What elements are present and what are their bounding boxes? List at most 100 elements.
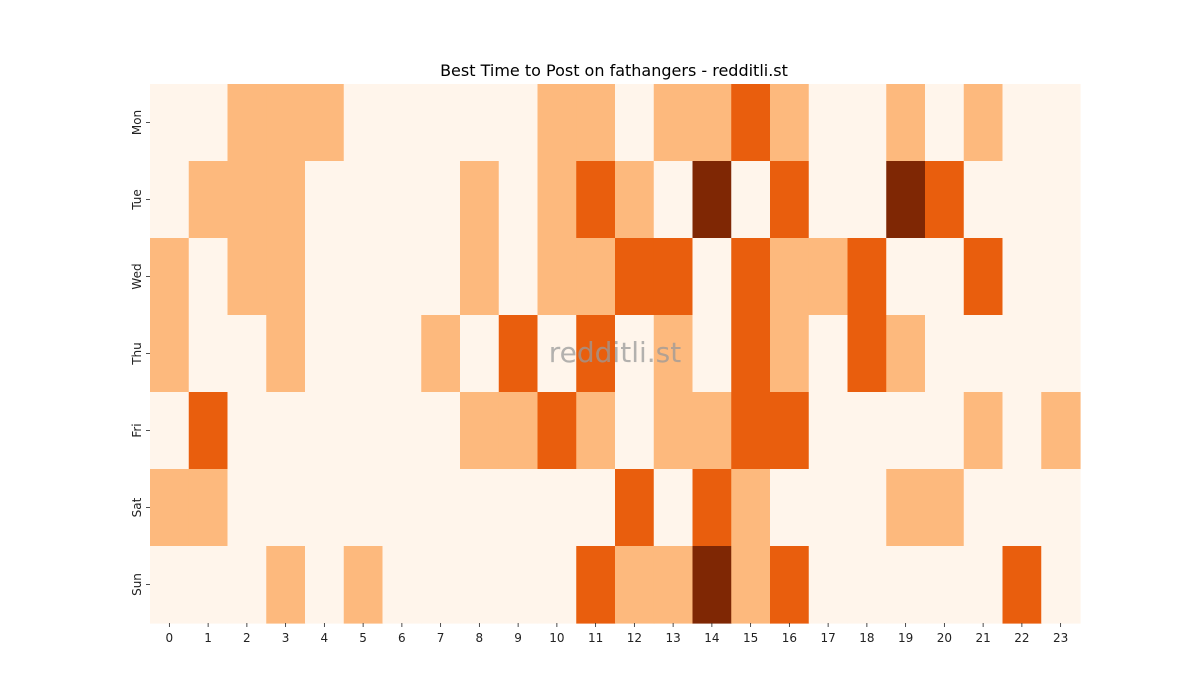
heatmap-cell-wed-8 bbox=[460, 238, 500, 316]
heatmap-cell-sat-11 bbox=[576, 469, 616, 547]
heatmap-cell-sat-14 bbox=[692, 469, 732, 547]
heatmap-cell-wed-13 bbox=[653, 238, 694, 316]
heatmap-cell-wed-16 bbox=[770, 238, 810, 316]
heatmap-cell-wed-12 bbox=[615, 238, 655, 316]
heatmap-cell-sat-22 bbox=[1002, 469, 1042, 547]
heatmap-cell-tue-6 bbox=[382, 161, 422, 239]
heatmap-cell-thu-12 bbox=[615, 315, 655, 393]
heatmap-cell-sat-1 bbox=[188, 469, 229, 547]
heatmap-cell-tue-4 bbox=[305, 161, 345, 239]
heatmap-cell-sun-18 bbox=[847, 546, 887, 624]
heatmap-cell-mon-21 bbox=[963, 84, 1004, 162]
x-tick-label-1: 1 bbox=[204, 631, 212, 645]
heatmap-cell-sun-5 bbox=[343, 546, 384, 624]
heatmap-cell-mon-17 bbox=[808, 84, 849, 162]
heatmap-cell-thu-17 bbox=[808, 315, 849, 393]
heatmap-cell-wed-3 bbox=[266, 238, 306, 316]
heatmap-cell-sat-23 bbox=[1041, 469, 1081, 547]
heatmap-cell-sat-21 bbox=[963, 469, 1004, 547]
heatmap-cell-mon-9 bbox=[498, 84, 539, 162]
heatmap-cell-wed-9 bbox=[498, 238, 539, 316]
heatmap-cell-thu-8 bbox=[460, 315, 500, 393]
heatmap-cell-mon-1 bbox=[188, 84, 229, 162]
heatmap-cell-sun-19 bbox=[886, 546, 926, 624]
heatmap-cell-fri-20 bbox=[925, 392, 965, 470]
heatmap-cell-sun-15 bbox=[731, 546, 771, 624]
heatmap-cell-thu-2 bbox=[227, 315, 267, 393]
x-tick-label-22: 22 bbox=[1014, 631, 1029, 645]
heatmap-cell-sun-4 bbox=[305, 546, 345, 624]
heatmap-cell-wed-22 bbox=[1002, 238, 1042, 316]
heatmap-cell-tue-16 bbox=[770, 161, 810, 239]
heatmap-cell-mon-10 bbox=[537, 84, 577, 162]
heatmap-cell-mon-4 bbox=[305, 84, 345, 162]
heatmap-cell-sat-17 bbox=[808, 469, 849, 547]
y-tick-label-sun: Sun bbox=[130, 573, 144, 596]
heatmap-cell-tue-21 bbox=[963, 161, 1004, 239]
heatmap-cell-sun-1 bbox=[188, 546, 229, 624]
heatmap-cell-fri-6 bbox=[382, 392, 422, 470]
heatmap-cell-tue-19 bbox=[886, 161, 926, 239]
heatmap-cell-tue-13 bbox=[653, 161, 694, 239]
heatmap-cell-wed-0 bbox=[150, 238, 190, 316]
heatmap-cell-mon-20 bbox=[925, 84, 965, 162]
heatmap-cell-fri-18 bbox=[847, 392, 887, 470]
heatmap-cell-wed-23 bbox=[1041, 238, 1081, 316]
heatmap-cell-sun-3 bbox=[266, 546, 306, 624]
y-tick-label-wed: Wed bbox=[130, 263, 144, 289]
x-tick-label-21: 21 bbox=[975, 631, 990, 645]
heatmap-cell-wed-4 bbox=[305, 238, 345, 316]
heatmap-cell-fri-22 bbox=[1002, 392, 1042, 470]
heatmap-cell-tue-15 bbox=[731, 161, 771, 239]
heatmap-cell-thu-10 bbox=[537, 315, 577, 393]
x-tick-label-16: 16 bbox=[782, 631, 797, 645]
heatmap-cell-sat-20 bbox=[925, 469, 965, 547]
heatmap-cell-fri-10 bbox=[537, 392, 577, 470]
heatmap-cell-mon-23 bbox=[1041, 84, 1081, 162]
x-tick-label-5: 5 bbox=[359, 631, 367, 645]
heatmap-cell-sat-3 bbox=[266, 469, 306, 547]
heatmap-cell-sun-8 bbox=[460, 546, 500, 624]
heatmap-cell-sun-2 bbox=[227, 546, 267, 624]
x-tick-label-2: 2 bbox=[243, 631, 251, 645]
heatmap-cell-tue-5 bbox=[343, 161, 384, 239]
heatmap-cell-fri-21 bbox=[963, 392, 1004, 470]
watermark: redditli.st bbox=[549, 336, 681, 369]
heatmap-cell-thu-14 bbox=[692, 315, 732, 393]
heatmap-cell-fri-19 bbox=[886, 392, 926, 470]
heatmap-cell-fri-15 bbox=[731, 392, 771, 470]
heatmap-cell-mon-6 bbox=[382, 84, 422, 162]
heatmap-cell-fri-12 bbox=[615, 392, 655, 470]
heatmap-cell-fri-11 bbox=[576, 392, 616, 470]
heatmap-cell-fri-4 bbox=[305, 392, 345, 470]
heatmap-cell-sun-6 bbox=[382, 546, 422, 624]
heatmap-cell-fri-8 bbox=[460, 392, 500, 470]
heatmap-cell-mon-14 bbox=[692, 84, 732, 162]
heatmap-cell-tue-1 bbox=[188, 161, 229, 239]
heatmap-cell-fri-16 bbox=[770, 392, 810, 470]
heatmap-cell-sat-4 bbox=[305, 469, 345, 547]
heatmap-cell-thu-6 bbox=[382, 315, 422, 393]
heatmap-cell-sat-12 bbox=[615, 469, 655, 547]
heatmap-cell-mon-0 bbox=[150, 84, 190, 162]
heatmap-cell-wed-6 bbox=[382, 238, 422, 316]
heatmap-cell-thu-15 bbox=[731, 315, 771, 393]
heatmap-cell-sun-14 bbox=[692, 546, 732, 624]
y-tick-label-tue: Tue bbox=[130, 189, 144, 211]
heatmap-cell-thu-1 bbox=[188, 315, 229, 393]
heatmap-cell-thu-20 bbox=[925, 315, 965, 393]
x-tick-label-19: 19 bbox=[898, 631, 913, 645]
heatmap-cell-mon-11 bbox=[576, 84, 616, 162]
heatmap-cell-sat-19 bbox=[886, 469, 926, 547]
y-tick-label-thu: Thu bbox=[130, 342, 144, 366]
heatmap-cell-sun-22 bbox=[1002, 546, 1042, 624]
x-tick-label-6: 6 bbox=[398, 631, 406, 645]
y-tick-label-mon: Mon bbox=[130, 110, 144, 135]
heatmap-cell-sun-16 bbox=[770, 546, 810, 624]
heatmap-cell-fri-7 bbox=[421, 392, 461, 470]
x-axis: 0 1 2 3 4 5 6 7 8 9 10 11 12 13 14 15 16 17 18 19 20 21 22 23 bbox=[166, 623, 1068, 645]
heatmap-cell-thu-3 bbox=[266, 315, 306, 393]
heatmap-cell-wed-21 bbox=[963, 238, 1004, 316]
y-axis: Mon Tue Wed Thu Fri Sat Sun bbox=[130, 110, 150, 596]
